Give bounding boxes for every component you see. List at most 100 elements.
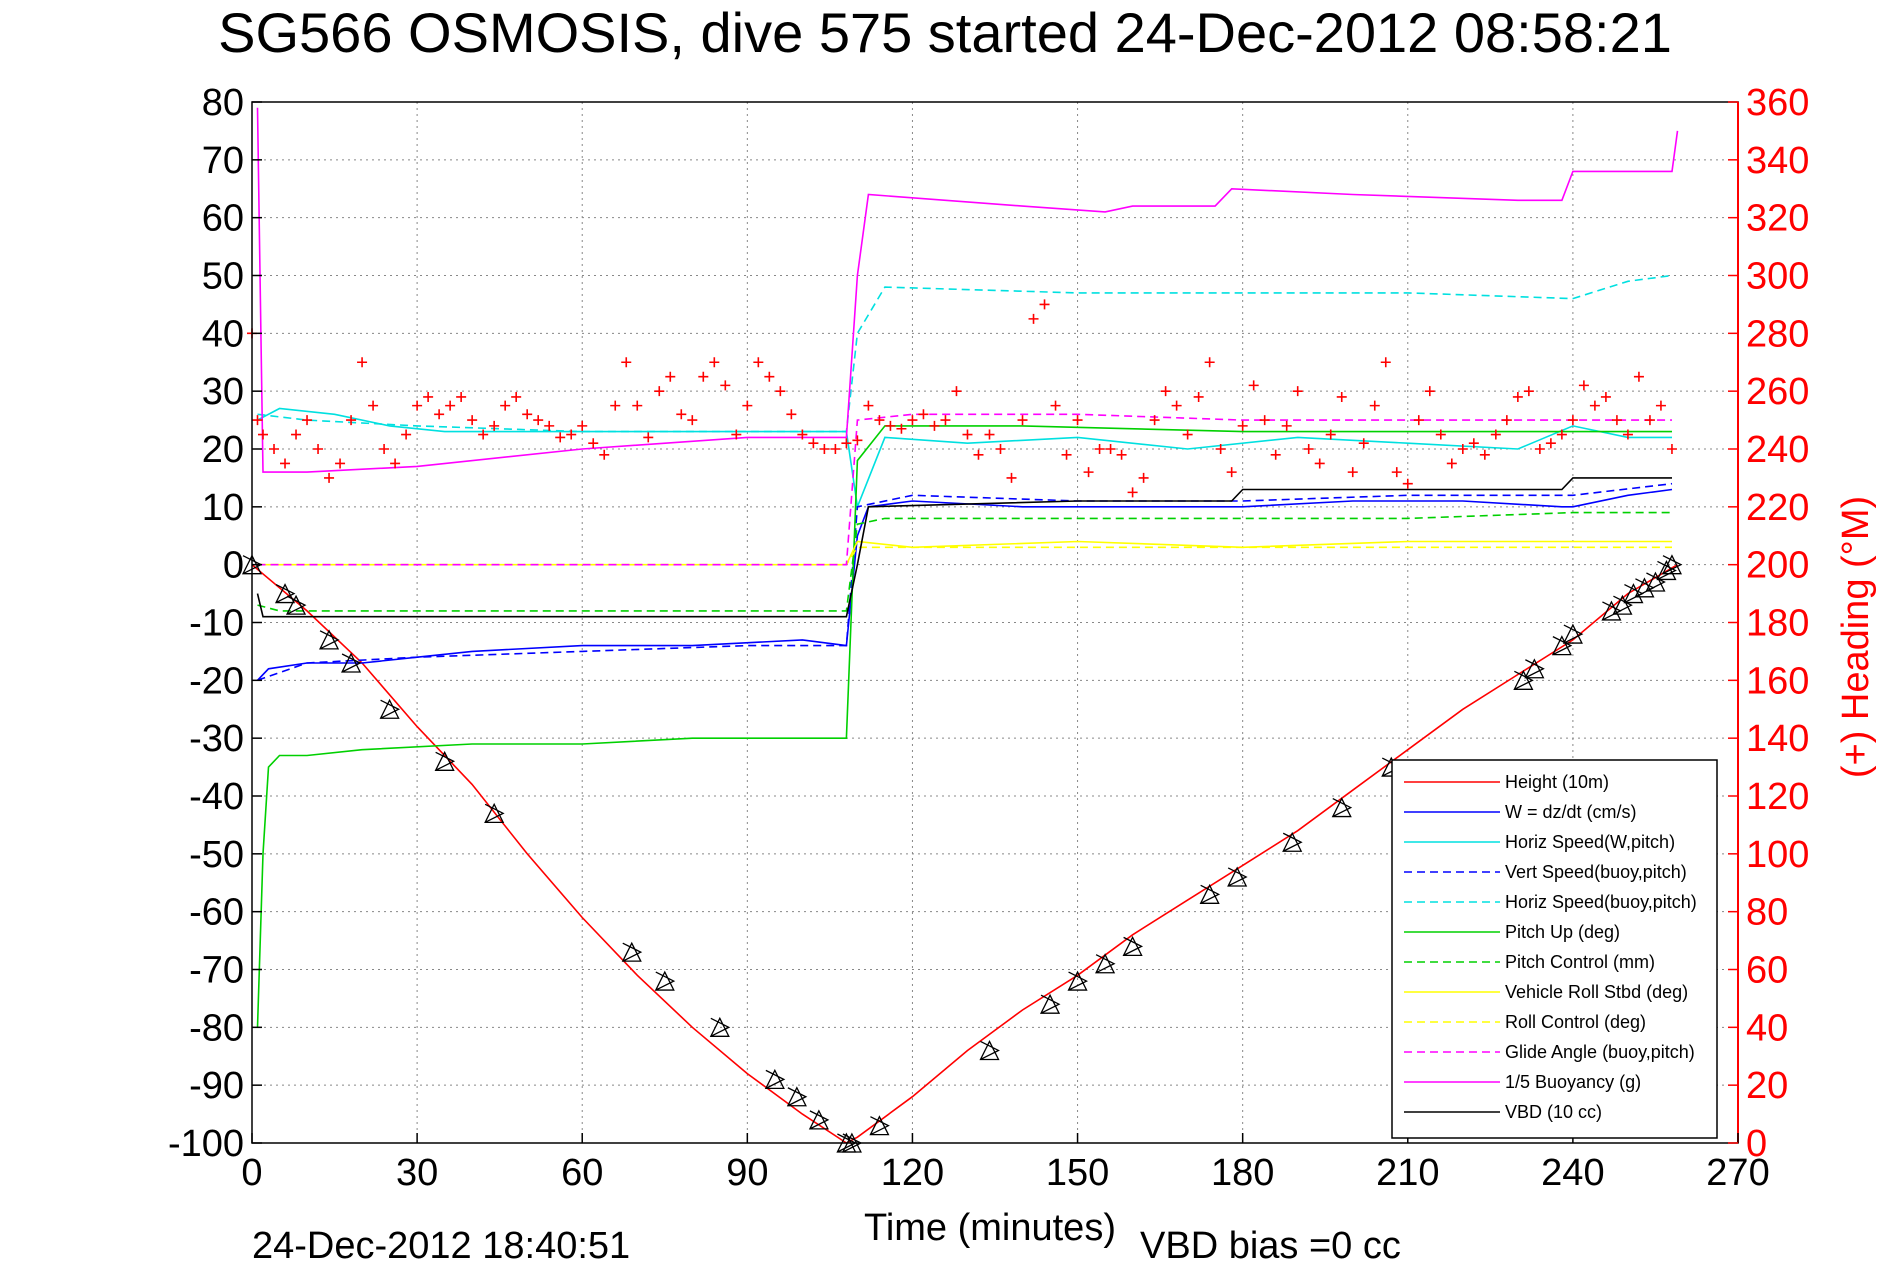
right-tick-label: 20: [1746, 1065, 1788, 1107]
heading-point: [1600, 391, 1611, 402]
height-marker: [379, 698, 401, 719]
heading-point: [995, 444, 1006, 454]
heading-point: [489, 420, 500, 431]
right-axis-label: (+) Heading (°M): [1835, 496, 1877, 778]
height-marker: [274, 583, 296, 604]
heading-point: [1127, 487, 1138, 498]
heading-point: [720, 380, 731, 391]
heading-point: [1028, 313, 1039, 324]
heading-point: [808, 438, 819, 449]
heading-point: [687, 415, 698, 426]
heading-point: [951, 386, 962, 397]
heading-point: [1446, 458, 1457, 469]
heading-point: [940, 415, 951, 426]
heading-point: [1523, 386, 1534, 397]
heading-point: [1083, 467, 1094, 478]
heading-point: [1622, 429, 1633, 440]
heading-point: [1347, 467, 1358, 478]
legend: Height (10m) W = dz/dt (cm/s) Horiz Speed(…: [1391, 759, 1718, 1139]
x-tick-label: 150: [1046, 1152, 1109, 1194]
height-marker: [1067, 970, 1089, 991]
series-layer: [251, 107, 1679, 1144]
heading-point: [907, 415, 918, 426]
height-marker: [1645, 571, 1666, 592]
y-tick-label: -80: [189, 1007, 244, 1049]
heading-point: [434, 409, 445, 420]
heading-point: [918, 409, 929, 420]
height-marker: [621, 941, 643, 962]
heading-point: [1215, 444, 1226, 454]
heading-point: [621, 357, 632, 368]
heading-point: [280, 458, 291, 469]
right-tick-label: 140: [1746, 718, 1809, 760]
y-tick-label: 30: [202, 371, 244, 413]
heading-point: [797, 429, 808, 440]
height-marker: [484, 802, 505, 823]
heading-point: [1182, 429, 1193, 440]
legend-label: 1/5 Buoyancy (g): [1505, 1072, 1641, 1092]
heading-point: [1380, 357, 1391, 368]
heading-point: [1138, 472, 1149, 483]
right-tick-label: 220: [1746, 487, 1809, 529]
legend-label: Horiz Speed(W,pitch): [1505, 832, 1675, 852]
series-line-7: [257, 511, 1672, 612]
right-tick-label: 340: [1746, 140, 1809, 182]
heading-point: [291, 429, 302, 440]
right-tick-label: 280: [1746, 313, 1809, 355]
heading-point: [1193, 391, 1204, 402]
heading-point: [1226, 467, 1237, 478]
heading-point: [1413, 415, 1424, 426]
heading-point: [357, 357, 368, 368]
heading-point: [1490, 429, 1501, 440]
legend-label: Horiz Speed(buoy,pitch): [1505, 892, 1697, 912]
series-line-6: [256, 425, 1672, 1028]
right-tick-label: 60: [1746, 950, 1788, 992]
footer-vbd-bias: VBD bias =0 cc: [1140, 1225, 1401, 1262]
series-line-3: [257, 407, 1672, 510]
height-marker: [1095, 953, 1116, 974]
heading-point: [588, 438, 599, 449]
height-marker: [1562, 623, 1584, 644]
heading-point: [1105, 444, 1116, 454]
heading-point: [973, 449, 984, 460]
heading-point: [324, 472, 335, 483]
legend-box: [1391, 759, 1718, 1139]
heading-point: [1402, 478, 1413, 489]
legend-label: Pitch Control (mm): [1505, 952, 1655, 972]
heading-point: [1204, 357, 1215, 368]
heading-point: [1501, 415, 1512, 426]
heading-point: [1479, 449, 1490, 460]
heading-point: [1094, 444, 1105, 454]
right-tick-label: 0: [1746, 1123, 1767, 1165]
y-tick-label: -70: [189, 950, 244, 992]
height-marker: [1661, 554, 1683, 575]
heading-point: [1534, 444, 1545, 454]
height-marker: [808, 1109, 830, 1130]
heading-point: [1644, 415, 1655, 426]
heading-point: [676, 409, 687, 420]
heading-point: [456, 391, 467, 402]
y-tick-label: 0: [223, 545, 244, 587]
height-marker: [1039, 993, 1061, 1014]
height-marker: [1612, 594, 1633, 615]
heading-point: [775, 386, 786, 397]
heading-point: [742, 400, 753, 411]
series-line-8: [257, 540, 1672, 566]
heading-point: [1270, 449, 1281, 460]
heading-point: [654, 386, 665, 397]
heading-point: [1006, 472, 1017, 483]
y-tick-label: -50: [189, 834, 244, 876]
heading-point: [1369, 400, 1380, 411]
heading-point: [665, 371, 676, 382]
heading-point: [1050, 400, 1061, 411]
heading-point: [1248, 380, 1259, 391]
height-marker: [1282, 831, 1303, 852]
footer-timestamp: 24-Dec-2012 18:40:51: [252, 1225, 630, 1262]
legend-label: Pitch Up (deg): [1505, 922, 1620, 942]
height-marker: [1524, 658, 1545, 679]
heading-point: [1171, 400, 1182, 411]
heading-point: [1457, 444, 1468, 454]
heading-point: [1545, 438, 1556, 449]
legend-label: Roll Control (deg): [1505, 1012, 1646, 1032]
